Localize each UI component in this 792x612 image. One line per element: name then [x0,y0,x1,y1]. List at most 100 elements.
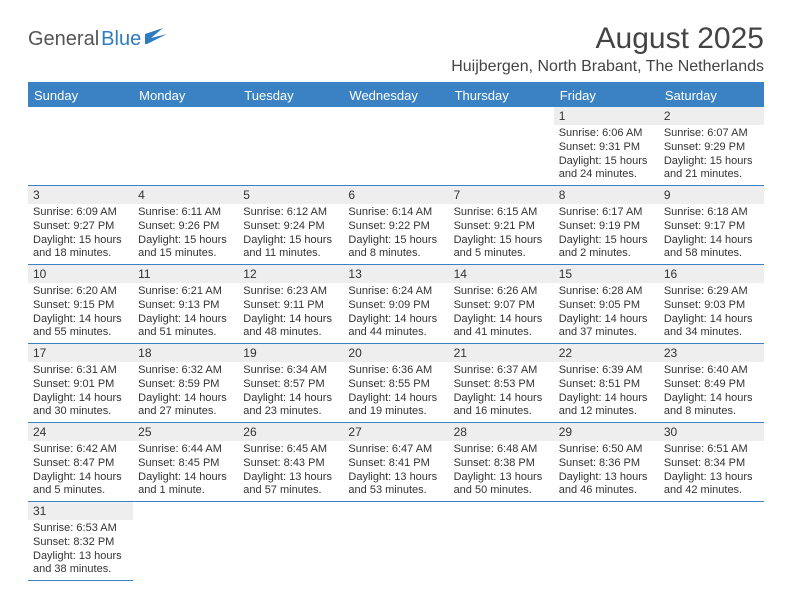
calendar-cell: 19Sunrise: 6:34 AMSunset: 8:57 PMDayligh… [238,344,343,423]
calendar-row: 1Sunrise: 6:06 AMSunset: 9:31 PMDaylight… [28,107,764,186]
day-details: Sunrise: 6:39 AMSunset: 8:51 PMDaylight:… [554,362,659,422]
location: Huijbergen, North Brabant, The Netherlan… [451,58,764,76]
day-number: 13 [343,265,448,283]
day-details: Sunrise: 6:17 AMSunset: 9:19 PMDaylight:… [554,204,659,264]
calendar-row: 10Sunrise: 6:20 AMSunset: 9:15 PMDayligh… [28,265,764,344]
month-title: August 2025 [451,22,764,56]
day-details: Sunrise: 6:23 AMSunset: 9:11 PMDaylight:… [238,283,343,343]
weekday-header: Friday [554,84,659,107]
day-number: 8 [554,186,659,204]
calendar-cell [554,502,659,581]
calendar-cell: 14Sunrise: 6:26 AMSunset: 9:07 PMDayligh… [449,265,554,344]
day-number: 2 [659,107,764,125]
calendar-cell: 30Sunrise: 6:51 AMSunset: 8:34 PMDayligh… [659,423,764,502]
day-details: Sunrise: 6:15 AMSunset: 9:21 PMDaylight:… [449,204,554,264]
day-details: Sunrise: 6:09 AMSunset: 9:27 PMDaylight:… [28,204,133,264]
calendar-cell: 17Sunrise: 6:31 AMSunset: 9:01 PMDayligh… [28,344,133,423]
calendar-cell [238,107,343,186]
day-number: 21 [449,344,554,362]
day-number: 5 [238,186,343,204]
calendar-cell: 5Sunrise: 6:12 AMSunset: 9:24 PMDaylight… [238,186,343,265]
day-details: Sunrise: 6:51 AMSunset: 8:34 PMDaylight:… [659,441,764,501]
calendar-row: 31Sunrise: 6:53 AMSunset: 8:32 PMDayligh… [28,502,764,581]
weekday-header: Saturday [659,84,764,107]
calendar-cell: 12Sunrise: 6:23 AMSunset: 9:11 PMDayligh… [238,265,343,344]
weekday-header-row: Sunday Monday Tuesday Wednesday Thursday… [28,84,764,107]
day-details: Sunrise: 6:36 AMSunset: 8:55 PMDaylight:… [343,362,448,422]
calendar-cell: 24Sunrise: 6:42 AMSunset: 8:47 PMDayligh… [28,423,133,502]
day-number: 6 [343,186,448,204]
day-details: Sunrise: 6:37 AMSunset: 8:53 PMDaylight:… [449,362,554,422]
day-number: 1 [554,107,659,125]
day-details: Sunrise: 6:29 AMSunset: 9:03 PMDaylight:… [659,283,764,343]
day-details: Sunrise: 6:14 AMSunset: 9:22 PMDaylight:… [343,204,448,264]
day-details: Sunrise: 6:21 AMSunset: 9:13 PMDaylight:… [133,283,238,343]
calendar-row: 3Sunrise: 6:09 AMSunset: 9:27 PMDaylight… [28,186,764,265]
day-number: 29 [554,423,659,441]
day-details: Sunrise: 6:53 AMSunset: 8:32 PMDaylight:… [28,520,133,580]
header: General Blue August 2025 Huijbergen, Nor… [28,22,764,76]
day-details: Sunrise: 6:31 AMSunset: 9:01 PMDaylight:… [28,362,133,422]
calendar-cell: 2Sunrise: 6:07 AMSunset: 9:29 PMDaylight… [659,107,764,186]
calendar-cell: 28Sunrise: 6:48 AMSunset: 8:38 PMDayligh… [449,423,554,502]
day-details: Sunrise: 6:47 AMSunset: 8:41 PMDaylight:… [343,441,448,501]
weekday-header: Monday [133,84,238,107]
day-number: 3 [28,186,133,204]
calendar-cell: 22Sunrise: 6:39 AMSunset: 8:51 PMDayligh… [554,344,659,423]
day-details: Sunrise: 6:42 AMSunset: 8:47 PMDaylight:… [28,441,133,501]
calendar-body: 1Sunrise: 6:06 AMSunset: 9:31 PMDaylight… [28,107,764,581]
day-details: Sunrise: 6:40 AMSunset: 8:49 PMDaylight:… [659,362,764,422]
weekday-header: Tuesday [238,84,343,107]
day-number: 23 [659,344,764,362]
day-details: Sunrise: 6:32 AMSunset: 8:59 PMDaylight:… [133,362,238,422]
calendar-cell: 11Sunrise: 6:21 AMSunset: 9:13 PMDayligh… [133,265,238,344]
day-number: 19 [238,344,343,362]
calendar-cell: 31Sunrise: 6:53 AMSunset: 8:32 PMDayligh… [28,502,133,581]
day-details: Sunrise: 6:20 AMSunset: 9:15 PMDaylight:… [28,283,133,343]
day-number: 12 [238,265,343,283]
calendar-cell: 23Sunrise: 6:40 AMSunset: 8:49 PMDayligh… [659,344,764,423]
calendar-cell [449,502,554,581]
calendar-cell: 26Sunrise: 6:45 AMSunset: 8:43 PMDayligh… [238,423,343,502]
day-number: 15 [554,265,659,283]
calendar-cell: 6Sunrise: 6:14 AMSunset: 9:22 PMDaylight… [343,186,448,265]
weekday-header: Thursday [449,84,554,107]
day-number: 17 [28,344,133,362]
calendar-cell [343,502,448,581]
calendar-table: Sunday Monday Tuesday Wednesday Thursday… [28,84,764,581]
day-details: Sunrise: 6:07 AMSunset: 9:29 PMDaylight:… [659,125,764,185]
day-details: Sunrise: 6:12 AMSunset: 9:24 PMDaylight:… [238,204,343,264]
day-details: Sunrise: 6:45 AMSunset: 8:43 PMDaylight:… [238,441,343,501]
day-details: Sunrise: 6:48 AMSunset: 8:38 PMDaylight:… [449,441,554,501]
weekday-header: Wednesday [343,84,448,107]
calendar-cell: 1Sunrise: 6:06 AMSunset: 9:31 PMDaylight… [554,107,659,186]
calendar-cell [133,107,238,186]
calendar-cell [343,107,448,186]
calendar-cell: 15Sunrise: 6:28 AMSunset: 9:05 PMDayligh… [554,265,659,344]
day-details: Sunrise: 6:26 AMSunset: 9:07 PMDaylight:… [449,283,554,343]
day-number: 24 [28,423,133,441]
day-number: 22 [554,344,659,362]
calendar-cell: 20Sunrise: 6:36 AMSunset: 8:55 PMDayligh… [343,344,448,423]
day-number: 14 [449,265,554,283]
calendar-cell: 8Sunrise: 6:17 AMSunset: 9:19 PMDaylight… [554,186,659,265]
day-details: Sunrise: 6:06 AMSunset: 9:31 PMDaylight:… [554,125,659,185]
calendar-cell: 7Sunrise: 6:15 AMSunset: 9:21 PMDaylight… [449,186,554,265]
day-details: Sunrise: 6:18 AMSunset: 9:17 PMDaylight:… [659,204,764,264]
day-number: 27 [343,423,448,441]
day-details: Sunrise: 6:44 AMSunset: 8:45 PMDaylight:… [133,441,238,501]
flag-icon [145,28,169,51]
weekday-header: Sunday [28,84,133,107]
calendar-cell [28,107,133,186]
day-number: 10 [28,265,133,283]
calendar-cell: 27Sunrise: 6:47 AMSunset: 8:41 PMDayligh… [343,423,448,502]
calendar-cell: 3Sunrise: 6:09 AMSunset: 9:27 PMDaylight… [28,186,133,265]
day-number: 31 [28,502,133,520]
calendar-cell [659,502,764,581]
day-details: Sunrise: 6:28 AMSunset: 9:05 PMDaylight:… [554,283,659,343]
logo: General Blue [28,28,169,51]
day-details: Sunrise: 6:24 AMSunset: 9:09 PMDaylight:… [343,283,448,343]
day-details: Sunrise: 6:34 AMSunset: 8:57 PMDaylight:… [238,362,343,422]
day-number: 11 [133,265,238,283]
day-number: 26 [238,423,343,441]
